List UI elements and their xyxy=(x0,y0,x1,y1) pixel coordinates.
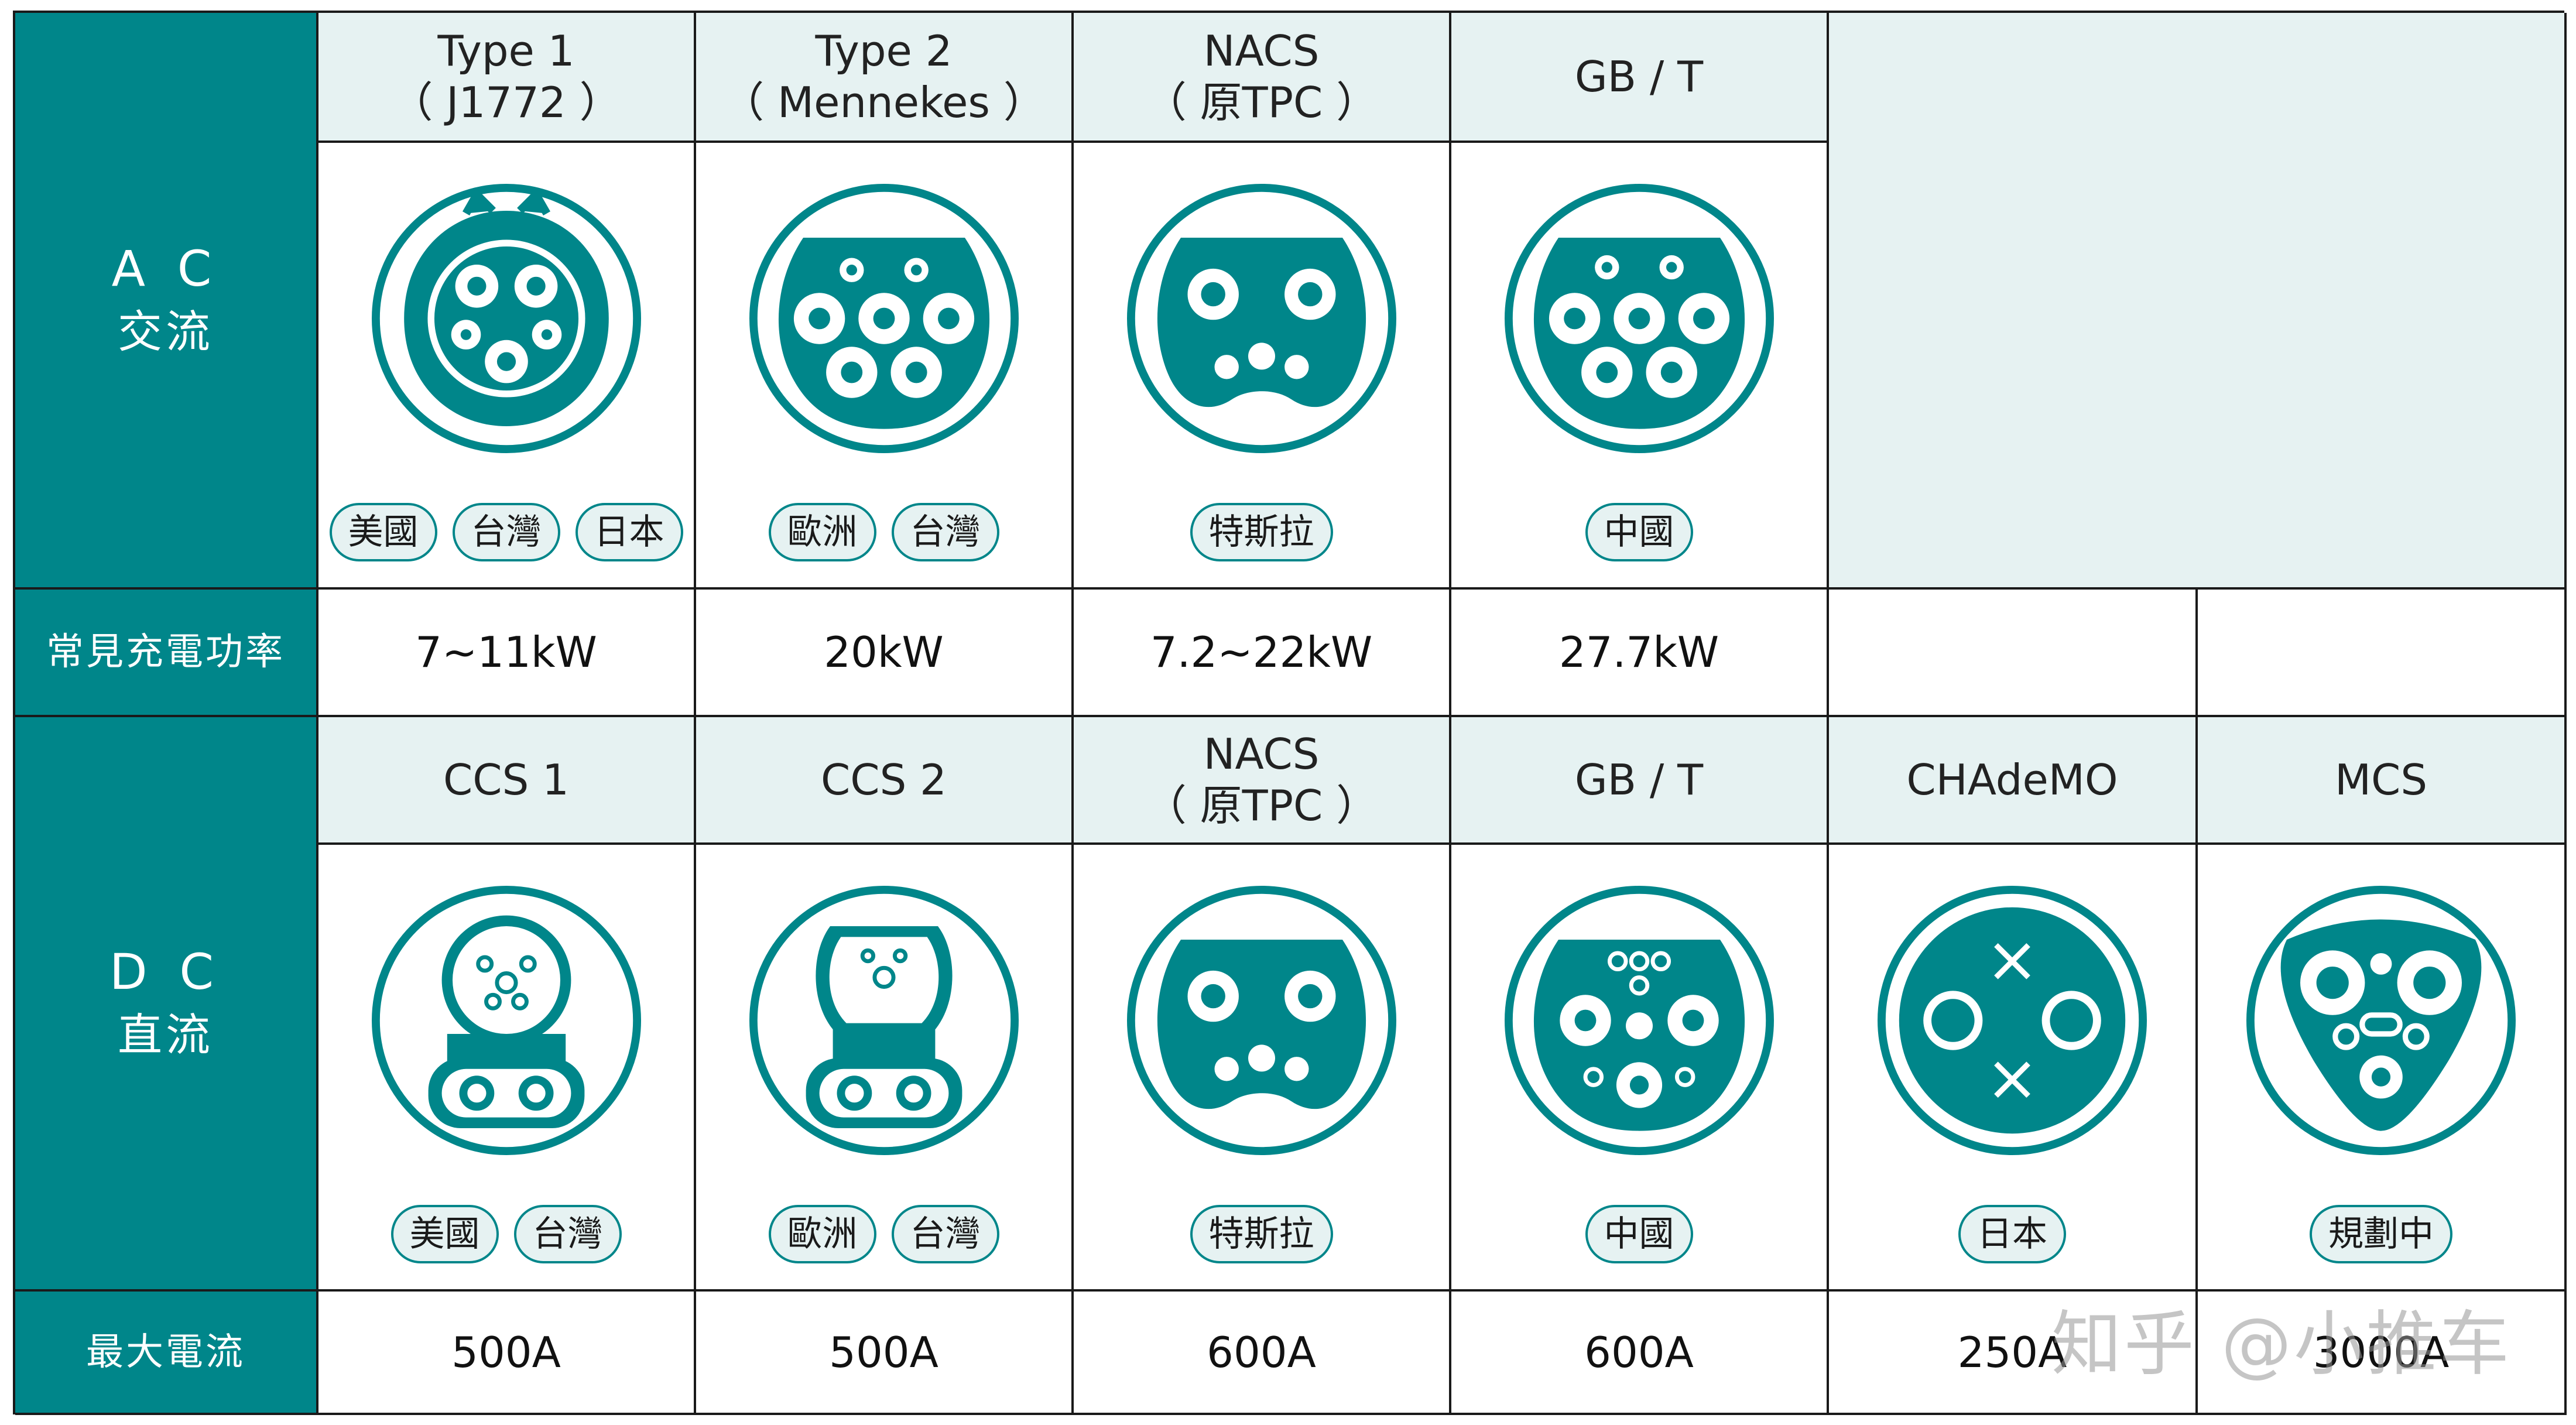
dc-header-gbt: GB / T xyxy=(1451,717,1829,845)
power-value: 7~11kW xyxy=(318,590,696,717)
dc-icon-cell-chademo: 日本 xyxy=(1829,845,2198,1292)
ac-icon-cell-gbt: 中國 xyxy=(1451,143,1829,590)
current-value: 3000A xyxy=(2198,1292,2567,1415)
region-tag: 歐洲 xyxy=(768,1205,876,1263)
region-tag: 規劃中 xyxy=(2310,1205,2452,1263)
region-tag: 台灣 xyxy=(452,503,560,561)
ac-row-label: A C 交流 xyxy=(15,13,318,590)
ac-header-type2: Type 2 （ Mennekes ） xyxy=(696,13,1074,143)
type1-connector-icon xyxy=(371,184,641,453)
current-value: 500A xyxy=(318,1292,696,1415)
ac-icon-cell-nacs: 特斯拉 xyxy=(1074,143,1451,590)
nacs-dc-connector-icon xyxy=(1126,886,1396,1155)
power-value: 7.2~22kW xyxy=(1074,590,1451,717)
region-tag: 台灣 xyxy=(891,503,999,561)
dc-icon-cell-mcs: 規劃中 xyxy=(2198,845,2567,1292)
ac-icon-cell-type2: 歐洲 台灣 xyxy=(696,143,1074,590)
power-value: 20kW xyxy=(696,590,1074,717)
header-line1: CCS 2 xyxy=(821,755,947,804)
power-value xyxy=(1829,590,2198,717)
connector-table: A C 交流 Type 1 （ J1772 ） Type 2 （ Menneke… xyxy=(13,11,2567,1415)
dc-tags-chademo: 日本 xyxy=(1829,1205,2195,1263)
ac-header-gbt: GB / T xyxy=(1451,13,1829,143)
header-line1: NACS xyxy=(1203,26,1320,76)
current-value: 250A xyxy=(1829,1292,2198,1415)
current-value: 500A xyxy=(696,1292,1074,1415)
ccs2-connector-icon xyxy=(749,886,1019,1155)
ac-header-type1: Type 1 （ J1772 ） xyxy=(318,13,696,143)
dc-icon-cell-nacs: 特斯拉 xyxy=(1074,845,1451,1292)
header-line2: （ J1772 ） xyxy=(390,78,622,127)
gbt-dc-connector-icon xyxy=(1504,886,1774,1155)
region-tag: 台灣 xyxy=(513,1205,622,1263)
region-tag: 美國 xyxy=(390,1205,499,1263)
header-line1: GB / T xyxy=(1574,755,1704,804)
dc-tags-ccs2: 歐洲 台灣 xyxy=(696,1205,1071,1263)
region-tag: 歐洲 xyxy=(768,503,876,561)
ccs1-connector-icon xyxy=(371,886,641,1155)
power-label: 常見充電功率 xyxy=(46,631,285,674)
header-line2: （ 原TPC ） xyxy=(1144,78,1379,127)
dc-header-mcs: MCS xyxy=(2198,717,2567,845)
header-line1: NACS xyxy=(1203,729,1320,779)
current-label: 最大電流 xyxy=(86,1330,245,1374)
ac-label-zh: 交流 xyxy=(118,305,214,358)
dc-icon-cell-ccs2: 歐洲 台灣 xyxy=(696,845,1074,1292)
mcs-connector-icon xyxy=(2246,886,2516,1155)
dc-header-ccs2: CCS 2 xyxy=(696,717,1074,845)
region-tag: 日本 xyxy=(1958,1205,2066,1263)
ac-label-big: A C xyxy=(111,239,220,297)
ac-tags-type1: 美國 台灣 日本 xyxy=(318,503,694,561)
power-row-label: 常見充電功率 xyxy=(15,590,318,717)
ac-tags-gbt: 中國 xyxy=(1451,503,1827,561)
ac-empty-area xyxy=(1829,13,2567,590)
type2-connector-icon xyxy=(749,184,1019,453)
current-row-label: 最大電流 xyxy=(15,1292,318,1415)
dc-label-zh: 直流 xyxy=(118,1008,214,1061)
dc-icon-cell-ccs1: 美國 台灣 xyxy=(318,845,696,1292)
ac-tags-type2: 歐洲 台灣 xyxy=(696,503,1071,561)
current-value: 600A xyxy=(1451,1292,1829,1415)
dc-tags-ccs1: 美國 台灣 xyxy=(318,1205,694,1263)
region-tag: 中國 xyxy=(1585,1205,1693,1263)
dc-header-chademo: CHAdeMO xyxy=(1829,717,2198,845)
ac-icon-cell-type1: 美國 台灣 日本 xyxy=(318,143,696,590)
ac-tags-nacs: 特斯拉 xyxy=(1074,503,1449,561)
dc-icon-cell-gbt: 中國 xyxy=(1451,845,1829,1292)
ac-header-nacs: NACS （ 原TPC ） xyxy=(1074,13,1451,143)
watermark: 知乎 @小推车 xyxy=(2051,1304,2512,1385)
header-line1: Type 2 xyxy=(815,26,953,76)
chademo-connector-icon xyxy=(1878,886,2147,1155)
header-line1: Type 1 xyxy=(437,26,575,76)
header-line1: CCS 1 xyxy=(443,755,569,804)
dc-row-label: D C 直流 xyxy=(15,717,318,1292)
region-tag: 中國 xyxy=(1585,503,1693,561)
current-value: 600A xyxy=(1074,1292,1451,1415)
header-line1: MCS xyxy=(2334,755,2428,804)
dc-label-big: D C xyxy=(109,943,222,1001)
dc-tags-nacs: 特斯拉 xyxy=(1074,1205,1449,1263)
nacs-connector-icon xyxy=(1126,184,1396,453)
region-tag: 美國 xyxy=(329,503,437,561)
dc-tags-mcs: 規劃中 xyxy=(2198,1205,2564,1263)
header-line2: （ Mennekes ） xyxy=(722,78,1046,127)
gbt-ac-connector-icon xyxy=(1504,184,1774,453)
power-value: 27.7kW xyxy=(1451,590,1829,717)
dc-header-nacs: NACS （ 原TPC ） xyxy=(1074,717,1451,845)
header-line1: GB / T xyxy=(1574,52,1704,101)
region-tag: 台灣 xyxy=(891,1205,999,1263)
header-line2: （ 原TPC ） xyxy=(1144,781,1379,830)
dc-header-ccs1: CCS 1 xyxy=(318,717,696,845)
region-tag: 特斯拉 xyxy=(1190,1205,1333,1263)
power-value xyxy=(2198,590,2567,717)
region-tag: 特斯拉 xyxy=(1190,503,1333,561)
region-tag: 日本 xyxy=(575,503,683,561)
header-line1: CHAdeMO xyxy=(1906,755,2118,804)
dc-tags-gbt: 中國 xyxy=(1451,1205,1827,1263)
